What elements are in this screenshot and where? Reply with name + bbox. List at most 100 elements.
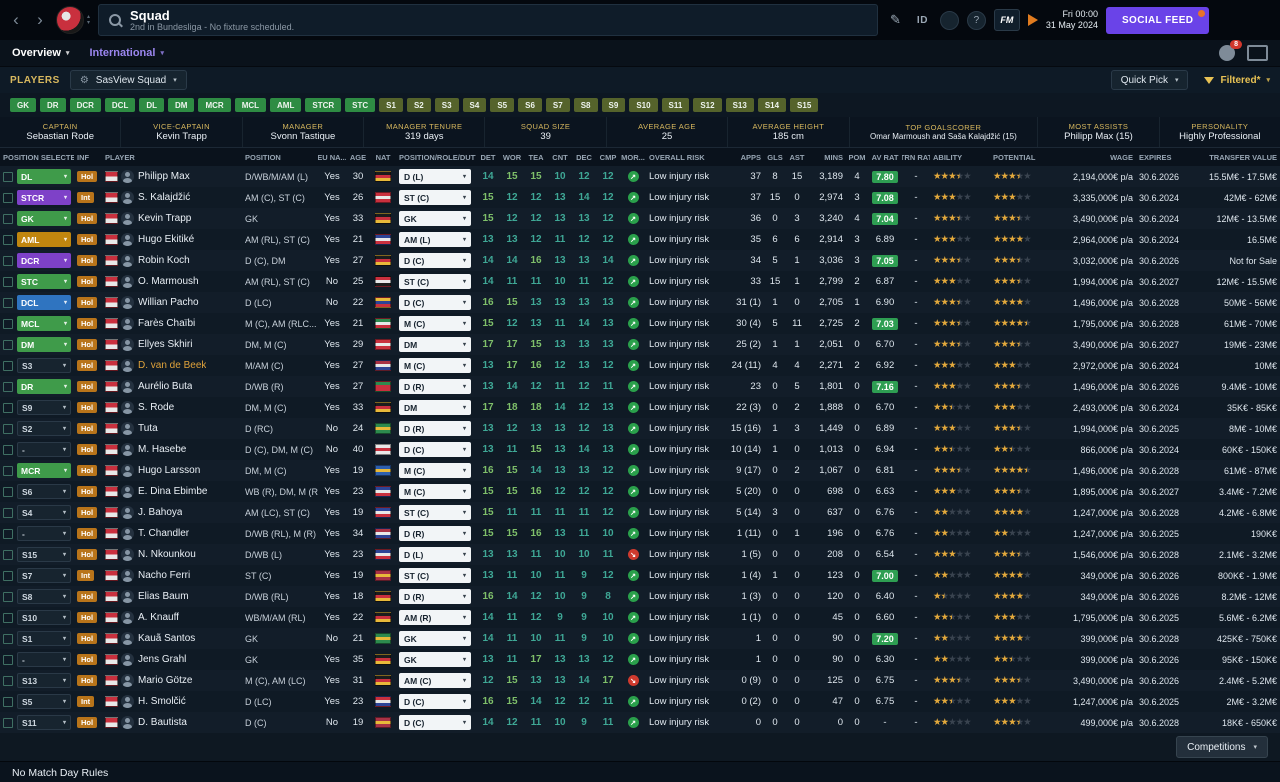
position-chip-dcl[interactable]: DCL bbox=[104, 98, 136, 112]
tab-international[interactable]: International ▾ bbox=[89, 47, 164, 59]
position-selected-dropdown[interactable]: MCL ▾ bbox=[17, 316, 71, 331]
player-row[interactable]: S11 ▾ Hol D. Bautista D (C) No 19 D (C) ▾ 14 12 11 1… bbox=[0, 712, 1280, 733]
player-name[interactable]: Mario Götze bbox=[138, 675, 193, 686]
player-row[interactable]: AML ▾ Hol Hugo Ekitiké AM (RL), ST (C) Yes 21 A… bbox=[0, 229, 1280, 250]
position-selected-dropdown[interactable]: S8 ▾ bbox=[17, 589, 71, 604]
column-header-eu-na[interactable]: EU NA... bbox=[318, 152, 346, 162]
role-duty-dropdown[interactable]: ST (C) ▾ bbox=[399, 505, 471, 520]
forward-button[interactable]: › bbox=[37, 10, 43, 29]
position-chip-mcl[interactable]: MCL bbox=[234, 98, 267, 112]
player-name[interactable]: Aurélio Buta bbox=[138, 381, 193, 392]
row-select-checkbox[interactable] bbox=[3, 192, 13, 203]
position-chip-dr[interactable]: DR bbox=[40, 98, 66, 112]
row-select-checkbox[interactable] bbox=[3, 423, 13, 434]
fm-logo[interactable]: FM bbox=[993, 9, 1020, 31]
player-row[interactable]: S9 ▾ Hol S. Rode DM, M (C) Yes 33 DM ▾ 17 18 18 14 12… bbox=[0, 397, 1280, 418]
position-chip-gk[interactable]: GK bbox=[10, 98, 36, 112]
position-selected-dropdown[interactable]: S3 ▾ bbox=[17, 358, 71, 373]
role-duty-dropdown[interactable]: D (C) ▾ bbox=[399, 694, 471, 709]
slot-chip-s12[interactable]: S12 bbox=[693, 98, 722, 112]
row-select-checkbox[interactable] bbox=[3, 507, 13, 518]
player-name[interactable]: H. Smolčić bbox=[138, 696, 186, 707]
player-name[interactable]: Tuta bbox=[138, 423, 158, 434]
slot-chip-s10[interactable]: S10 bbox=[629, 98, 658, 112]
position-chip-aml[interactable]: AML bbox=[270, 98, 302, 112]
player-name[interactable]: D. van de Beek bbox=[138, 360, 207, 371]
club-crest[interactable]: ▴ ▾ bbox=[56, 6, 90, 34]
id-button[interactable]: ID bbox=[916, 14, 928, 26]
position-selected-dropdown[interactable]: DCL ▾ bbox=[17, 295, 71, 310]
role-duty-dropdown[interactable]: M (C) ▾ bbox=[399, 358, 471, 373]
column-header-expires[interactable]: EXPIRES bbox=[1139, 152, 1172, 162]
position-selected-dropdown[interactable]: S9 ▾ bbox=[17, 400, 71, 415]
player-row[interactable]: S5 ▾ Int H. Smolčić D (LC) Yes 23 D (C) ▾ 16 15 14 1… bbox=[0, 691, 1280, 712]
position-selected-dropdown[interactable]: - ▾ bbox=[17, 526, 71, 541]
column-header-ast[interactable]: AST bbox=[789, 152, 805, 162]
player-name[interactable]: Hugo Larsson bbox=[138, 465, 201, 476]
position-selected-dropdown[interactable]: DCR ▾ bbox=[17, 253, 71, 268]
slot-chip-s4[interactable]: S4 bbox=[462, 98, 487, 112]
role-duty-dropdown[interactable]: D (R) ▾ bbox=[399, 526, 471, 541]
row-select-checkbox[interactable] bbox=[3, 213, 13, 224]
role-duty-dropdown[interactable]: M (C) ▾ bbox=[399, 463, 471, 478]
row-select-checkbox[interactable] bbox=[3, 171, 13, 182]
player-name[interactable]: S. Rode bbox=[138, 402, 175, 413]
row-select-checkbox[interactable] bbox=[3, 402, 13, 413]
player-row[interactable]: S1 ▾ Hol Kauã Santos GK No 21 GK ▾ 14 11 10 11 9 10 ↗ Lo… bbox=[0, 628, 1280, 649]
slot-chip-s1[interactable]: S1 bbox=[379, 98, 403, 112]
column-header-transfer-value[interactable]: TRANSFER VALUE bbox=[1209, 152, 1277, 162]
player-row[interactable]: - ▾ Hol Jens Grahl GK Yes 35 GK ▾ 13 11 17 13 13 12 ↗ Lo… bbox=[0, 649, 1280, 670]
player-row[interactable]: - ▾ Hol M. Hasebe D (C), DM, M (C) No 40 D (C) ▾… bbox=[0, 439, 1280, 460]
row-select-checkbox[interactable] bbox=[3, 234, 13, 245]
row-select-checkbox[interactable] bbox=[3, 276, 13, 287]
row-select-checkbox[interactable] bbox=[3, 717, 13, 728]
role-duty-dropdown[interactable]: GK ▾ bbox=[399, 631, 471, 646]
slot-chip-s11[interactable]: S11 bbox=[661, 98, 690, 112]
player-row[interactable]: DCL ▾ Hol Willian Pacho D (LC) No 22 D (C) ▾ 16 15… bbox=[0, 292, 1280, 313]
slot-chip-s6[interactable]: S6 bbox=[518, 98, 542, 112]
profile-icon[interactable]: 8 bbox=[1219, 40, 1242, 61]
position-selected-dropdown[interactable]: S6 ▾ bbox=[17, 484, 71, 499]
monitor-icon[interactable] bbox=[1247, 45, 1268, 61]
role-duty-dropdown[interactable]: D (C) ▾ bbox=[399, 253, 471, 268]
column-header-position[interactable]: POSITION bbox=[245, 152, 281, 162]
slot-chip-s15[interactable]: S15 bbox=[790, 98, 819, 112]
row-select-checkbox[interactable] bbox=[3, 381, 13, 392]
slot-chip-s9[interactable]: S9 bbox=[601, 98, 626, 112]
position-selected-dropdown[interactable]: AML ▾ bbox=[17, 232, 71, 247]
row-select-checkbox[interactable] bbox=[3, 486, 13, 497]
player-name[interactable]: Ellyes Skhiri bbox=[138, 339, 193, 350]
position-selected-dropdown[interactable]: S4 ▾ bbox=[17, 505, 71, 520]
column-header-gls[interactable]: GLS bbox=[767, 152, 783, 162]
player-name[interactable]: J. Bahoya bbox=[138, 507, 183, 518]
position-selected-dropdown[interactable]: S7 ▾ bbox=[17, 568, 71, 583]
player-name[interactable]: Elias Baum bbox=[138, 591, 189, 602]
player-row[interactable]: - ▾ Hol T. Chandler D/WB (RL), M (R) Yes 34 D (… bbox=[0, 523, 1280, 544]
column-header-dec[interactable]: DEC bbox=[576, 152, 592, 162]
position-chip-mcr[interactable]: MCR bbox=[198, 98, 231, 112]
player-row[interactable]: S13 ▾ Hol Mario Götze M (C), AM (LC) Yes 31 AM … bbox=[0, 670, 1280, 691]
position-selected-dropdown[interactable]: GK ▾ bbox=[17, 211, 71, 226]
column-header-wage[interactable]: WAGE bbox=[1110, 152, 1133, 162]
role-duty-dropdown[interactable]: D (R) ▾ bbox=[399, 379, 471, 394]
row-select-checkbox[interactable] bbox=[3, 528, 13, 539]
role-duty-dropdown[interactable]: D (R) ▾ bbox=[399, 421, 471, 436]
role-duty-dropdown[interactable]: D (C) ▾ bbox=[399, 295, 471, 310]
player-name[interactable]: Robin Koch bbox=[138, 255, 190, 266]
help-icon[interactable]: ? bbox=[966, 10, 986, 30]
position-selected-dropdown[interactable]: S13 ▾ bbox=[17, 673, 71, 688]
row-select-checkbox[interactable] bbox=[3, 612, 13, 623]
role-duty-dropdown[interactable]: ST (C) ▾ bbox=[399, 190, 471, 205]
position-selected-dropdown[interactable]: S15 ▾ bbox=[17, 547, 71, 562]
role-duty-dropdown[interactable]: GK ▾ bbox=[399, 652, 471, 667]
column-header-position-role-duty[interactable]: POSITION/ROLE/DUTY bbox=[399, 152, 476, 162]
column-header-potential[interactable]: POTENTIAL bbox=[993, 152, 1036, 162]
role-duty-dropdown[interactable]: M (C) ▾ bbox=[399, 316, 471, 331]
slot-chip-s8[interactable]: S8 bbox=[573, 98, 598, 112]
player-name[interactable]: Farès Chaïbi bbox=[138, 318, 196, 329]
player-row[interactable]: MCR ▾ Hol Hugo Larsson DM, M (C) Yes 19 M (C) ▾ 1… bbox=[0, 460, 1280, 481]
slot-chip-s2[interactable]: S2 bbox=[406, 98, 431, 112]
position-chip-dcr[interactable]: DCR bbox=[69, 98, 101, 112]
player-row[interactable]: DM ▾ Hol Ellyes Skhiri DM, M (C) Yes 29 DM ▾ 17 17… bbox=[0, 334, 1280, 355]
column-header-ability[interactable]: ABILITY bbox=[933, 152, 963, 162]
